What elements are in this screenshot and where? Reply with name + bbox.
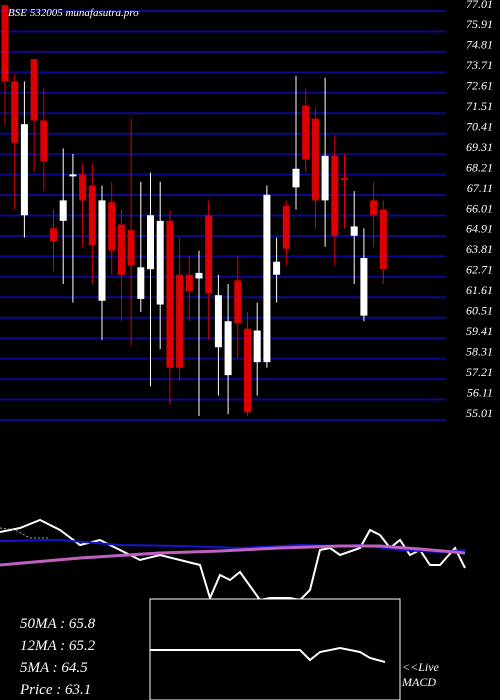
y-tick-label: 70.41 [466,119,493,133]
candles [1,5,387,417]
stat: 12MA : 65.2 [20,638,96,654]
candle-body [40,120,48,162]
candle-body [137,267,145,299]
y-tick-label: 72.61 [466,79,493,93]
y-tick-label: 61.61 [466,283,493,297]
candle-body [11,81,19,143]
indicator-line [0,544,466,567]
candle-body [282,205,290,249]
candle-body [59,200,67,221]
y-tick-label: 56.11 [467,385,493,399]
grid: 55.01 56.11 57.21 58.31 59.41 60.51 61.61 62.71… [0,0,493,421]
y-tick-label: 68.21 [466,160,493,174]
candle-body [321,155,329,201]
candle-body [176,274,184,368]
candle-body [370,200,378,216]
candle-body [156,220,164,305]
candle-body [244,328,251,413]
candle-body [331,155,339,236]
y-tick-label: 74.81 [466,38,493,52]
stat: Price : 63.1 [19,682,91,698]
candle-body [69,174,77,177]
live-label: <<Live [402,660,440,674]
candle-body [234,280,242,324]
candle-body [379,209,387,270]
candle-body [311,118,319,201]
y-tick-label: 75.91 [466,17,493,31]
candle-body [20,124,28,216]
candle-body [185,274,193,292]
chart-title: BSE 532005 munafasutra.pro [8,7,139,19]
candle-body [147,215,154,270]
candle-body [273,261,281,275]
candle-body [88,185,96,246]
y-tick-label: 58.31 [466,344,493,358]
y-tick-label: 71.51 [466,99,493,113]
candle-body [50,228,57,242]
candle-body [30,59,38,121]
stat: 5MA : 64.5 [20,660,88,676]
y-tick-label: 67.11 [467,181,493,195]
candle-body [263,194,271,363]
macd-line [150,646,386,663]
macd-label: MACD [401,675,436,689]
candle-body [108,202,116,251]
candle-body [1,5,9,82]
y-tick-label: 64.91 [466,222,493,236]
y-tick-label: 69.31 [466,140,493,154]
candle-body [127,230,135,266]
candle-body [253,330,261,363]
candle-body [292,168,300,188]
y-tick-label: 77.01 [466,0,493,11]
y-tick-label: 55.01 [466,406,493,420]
candle-body [224,321,232,376]
y-tick-label: 60.51 [466,304,493,318]
y-tick-label: 63.81 [466,242,493,256]
candle-body [341,178,348,181]
candle-body [302,105,310,160]
y-tick-label: 62.71 [466,263,493,277]
candle-body [205,215,213,294]
indicator-line [0,538,466,554]
candle-body [166,220,174,368]
candle-body [360,258,368,316]
y-tick-label: 66.01 [466,201,493,215]
y-tick-label: 59.41 [466,324,493,338]
candle-body [117,224,125,275]
y-tick-label: 57.21 [466,365,493,379]
y-tick-label: 73.71 [466,58,493,72]
candle-body [98,200,106,301]
candle-body [350,226,358,236]
stat: 50MA : 65.8 [20,616,96,632]
candle-body [195,272,203,279]
candle-body [79,174,87,201]
candle-body [214,295,222,348]
